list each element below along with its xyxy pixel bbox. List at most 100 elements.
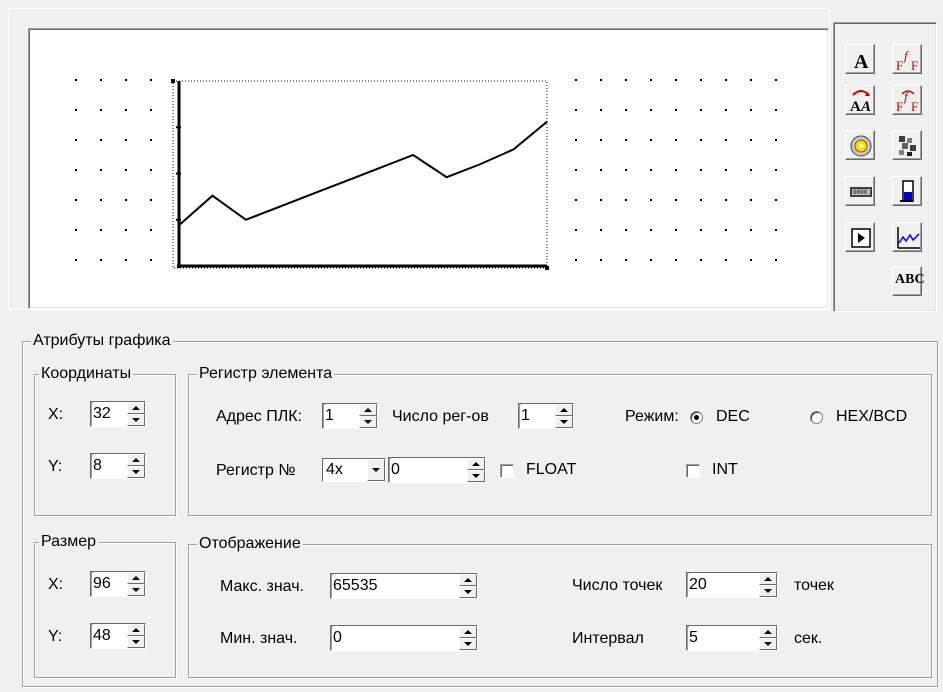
int-checkbox[interactable] xyxy=(686,464,700,478)
coord-x-up-button[interactable] xyxy=(127,402,145,414)
coord-x-down-button[interactable] xyxy=(127,414,145,426)
interval-label: Интервал xyxy=(572,630,644,647)
interval-down-button[interactable] xyxy=(759,638,777,650)
svg-text:f: f xyxy=(904,89,910,104)
register-number-down-button[interactable] xyxy=(467,470,485,482)
grid-dot xyxy=(700,169,702,171)
selection-handle-br xyxy=(545,266,549,270)
grid-dot xyxy=(725,199,727,201)
interval-input[interactable] xyxy=(689,626,759,650)
grid-dot xyxy=(600,229,602,231)
register-count-spinner[interactable] xyxy=(518,403,574,429)
grid-dot xyxy=(650,229,652,231)
numeric-display-button[interactable]: 0000 xyxy=(845,176,875,206)
grid-dot xyxy=(125,259,127,261)
mode-dec-radio[interactable] xyxy=(690,411,703,424)
size-x-down-button[interactable] xyxy=(127,584,145,596)
grid-dot xyxy=(750,199,752,201)
mode-dec-label[interactable]: DEC xyxy=(716,408,750,425)
abc-text-icon: ABC xyxy=(895,272,925,287)
grid-dot xyxy=(650,259,652,261)
svg-text:F: F xyxy=(896,99,903,114)
grid-dot xyxy=(150,199,152,201)
grid-dot xyxy=(725,79,727,81)
max-value-input[interactable] xyxy=(333,574,459,598)
size-x-up-button[interactable] xyxy=(127,572,145,584)
register-count-up-button[interactable] xyxy=(555,404,573,416)
size-y-spinner[interactable] xyxy=(90,623,146,649)
grid-dot xyxy=(125,199,127,201)
mode-hex-label[interactable]: HEX/BCD xyxy=(836,408,908,425)
grid-dot xyxy=(150,139,152,141)
max-value-down-button[interactable] xyxy=(459,586,477,598)
trend-chart-button[interactable] xyxy=(892,222,922,252)
plc-address-up-button[interactable] xyxy=(359,404,377,416)
grid-dot xyxy=(700,139,702,141)
bitmap-picture-button[interactable] xyxy=(892,130,922,160)
register-number-input[interactable] xyxy=(391,458,467,482)
svg-text:A: A xyxy=(860,99,871,115)
svg-text:0000: 0000 xyxy=(853,189,868,196)
interval-spinner[interactable] xyxy=(686,625,778,651)
coord-x-input[interactable] xyxy=(93,402,127,426)
register-number-spinner[interactable] xyxy=(388,457,486,483)
points-count-input[interactable] xyxy=(689,573,759,597)
size-y-up-button[interactable] xyxy=(127,624,145,636)
size-y-input[interactable] xyxy=(93,624,127,648)
points-count-up-button[interactable] xyxy=(759,573,777,585)
mode-hex-radio[interactable] xyxy=(810,411,823,424)
max-value-spinner[interactable] xyxy=(330,573,478,599)
max-value-up-button[interactable] xyxy=(459,574,477,586)
register-count-input[interactable] xyxy=(521,404,555,428)
min-value-label: Мин. знач. xyxy=(220,630,298,647)
register-group: Регистр элемента xyxy=(188,364,932,516)
min-value-input[interactable] xyxy=(333,626,459,650)
size-x-spinner[interactable] xyxy=(90,571,146,597)
plc-address-down-button[interactable] xyxy=(359,416,377,428)
register-type-dropdown-button[interactable] xyxy=(367,459,385,481)
play-button-button[interactable] xyxy=(845,222,875,252)
register-count-down-button[interactable] xyxy=(555,416,573,428)
grid-dot xyxy=(125,139,127,141)
coord-x-spinner[interactable] xyxy=(90,401,146,427)
interval-up-button[interactable] xyxy=(759,626,777,638)
lamp-button-button[interactable] xyxy=(845,130,875,160)
min-value-down-button[interactable] xyxy=(459,638,477,650)
grid-dot xyxy=(725,139,727,141)
size-y-down-button[interactable] xyxy=(127,636,145,648)
coord-y-input[interactable] xyxy=(93,454,127,478)
size-x-input[interactable] xyxy=(93,572,127,596)
plc-address-input[interactable] xyxy=(325,404,359,428)
bar-indicator-button[interactable] xyxy=(892,176,922,206)
grid-dot xyxy=(100,79,102,81)
min-value-up-button[interactable] xyxy=(459,626,477,638)
coordinates-title: Координаты xyxy=(39,364,134,384)
grid-dot xyxy=(575,229,577,231)
points-count-spinner[interactable] xyxy=(686,572,778,598)
grid-dot xyxy=(125,79,127,81)
size-y-label: Y: xyxy=(48,628,63,645)
coord-y-up-button[interactable] xyxy=(127,454,145,466)
abc-text-button[interactable]: ABC xyxy=(892,266,925,296)
grid-dot xyxy=(625,259,627,261)
display-title: Отображение xyxy=(197,534,303,554)
chart-selection-frame xyxy=(172,80,548,269)
coord-y-down-button[interactable] xyxy=(127,466,145,478)
grid-dot xyxy=(150,169,152,171)
register-type-select[interactable]: 4x xyxy=(322,458,386,482)
grid-dot xyxy=(600,259,602,261)
plc-address-spinner[interactable] xyxy=(322,403,378,429)
float-label[interactable]: FLOAT xyxy=(526,461,577,478)
int-label[interactable]: INT xyxy=(712,461,738,478)
grid-dot xyxy=(600,199,602,201)
points-count-down-button[interactable] xyxy=(759,585,777,597)
register-number-up-button[interactable] xyxy=(467,458,485,470)
coord-y-spinner[interactable] xyxy=(90,453,146,479)
trend-chart-preview[interactable] xyxy=(29,29,830,310)
text-bold-a-button[interactable]: A xyxy=(845,44,875,74)
min-value-spinner[interactable] xyxy=(330,625,478,651)
float-checkbox[interactable] xyxy=(500,464,514,478)
